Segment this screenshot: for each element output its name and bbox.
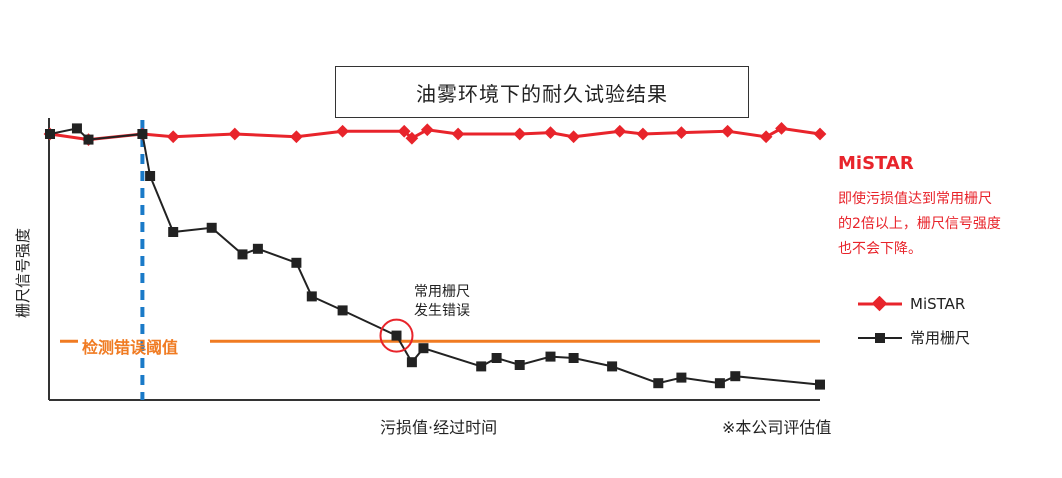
standard-scale-data-point (137, 129, 148, 139)
standard-scale-data-point (252, 243, 263, 254)
mistar-data-point (336, 124, 349, 138)
standard-scale-data-point (337, 305, 348, 316)
standard-scale-data-point (815, 379, 825, 390)
standard-scale-data-point (71, 123, 82, 134)
mistar-data-point (228, 127, 242, 141)
error-highlight-circle (379, 318, 414, 353)
mistar-data-point (775, 122, 788, 135)
mistar-data-point (544, 126, 557, 139)
standard-scale-data-point (491, 353, 502, 363)
mistar-data-point (166, 130, 180, 144)
standard-scale-data-point (545, 351, 556, 362)
mistar-annotation: 即使污损值达到常用栅尺 的2倍以上，栅尺信号强度 也不会下降。 (838, 187, 1001, 262)
standard-scale-data-point (607, 361, 618, 372)
mistar-data-point (420, 123, 434, 137)
legend-item-standard-scale: 常用栅尺 (858, 327, 970, 348)
mistar-data-point (567, 130, 580, 144)
standard-scale-data-point (714, 378, 725, 389)
mistar-data-point (397, 124, 411, 138)
mistar-data-point (451, 127, 465, 141)
standard-scale-data-point (83, 134, 94, 145)
mistar-annotation-line: 即使污损值达到常用栅尺 (838, 191, 992, 207)
standard-scale-data-point (676, 372, 687, 383)
standard-scale-data-point (145, 171, 156, 181)
legend-label: MiSTAR (910, 295, 966, 313)
mistar-annotation-line: 也不会下降。 (838, 241, 922, 257)
mistar-data-point (813, 127, 827, 141)
legend-square-marker-icon (858, 332, 902, 343)
standard-scale-data-point (568, 353, 579, 363)
standard-scale-data-point (476, 361, 487, 372)
standard-scale-data-point (653, 378, 664, 389)
legend-item-mistar: MiSTAR (858, 295, 965, 313)
error-callout-line: 发生错误 (414, 303, 470, 319)
legend-diamond-marker-icon (858, 296, 902, 312)
error-callout-line: 常用栅尺 (414, 284, 470, 300)
threshold-label: 检测错误阈值 (82, 338, 179, 357)
footnote: ※本公司评估值 (722, 418, 832, 437)
standard-scale-data-point (206, 222, 217, 233)
standard-scale-data-point (168, 227, 179, 237)
standard-scale-data-point (237, 249, 248, 260)
standard-scale-data-point (730, 371, 741, 382)
standard-scale-data-point (514, 360, 525, 370)
standard-scale-data-point (391, 330, 402, 341)
standard-scale-data-point (45, 129, 55, 139)
mistar-data-point (290, 130, 303, 144)
series-line-0 (49, 126, 821, 142)
mistar-data-point (613, 124, 627, 138)
standard-scale-data-point (306, 291, 317, 302)
mistar-data-point (721, 124, 734, 138)
mistar-data-point (675, 126, 688, 139)
standard-scale-data-point (291, 257, 302, 268)
mistar-data-point (759, 130, 773, 144)
mistar-data-point (513, 127, 527, 141)
mistar-annotation-line: 的2倍以上，栅尺信号强度 (838, 216, 1001, 232)
mistar-series-label: MiSTAR (838, 153, 914, 174)
mistar-data-point (405, 131, 419, 145)
standard-scale-data-point (406, 357, 417, 368)
x-axis-label: 污损值·经过时间 (380, 418, 498, 437)
legend-label: 常用栅尺 (910, 329, 971, 347)
standard-scale-data-point (418, 343, 429, 354)
y-axis-label: 栅尺信号强度 (14, 227, 32, 318)
mistar-data-point (636, 127, 650, 141)
chart-title: 油雾环境下的耐久试验结果 (335, 66, 749, 118)
error-callout: 常用栅尺 发生错误 (414, 283, 470, 321)
